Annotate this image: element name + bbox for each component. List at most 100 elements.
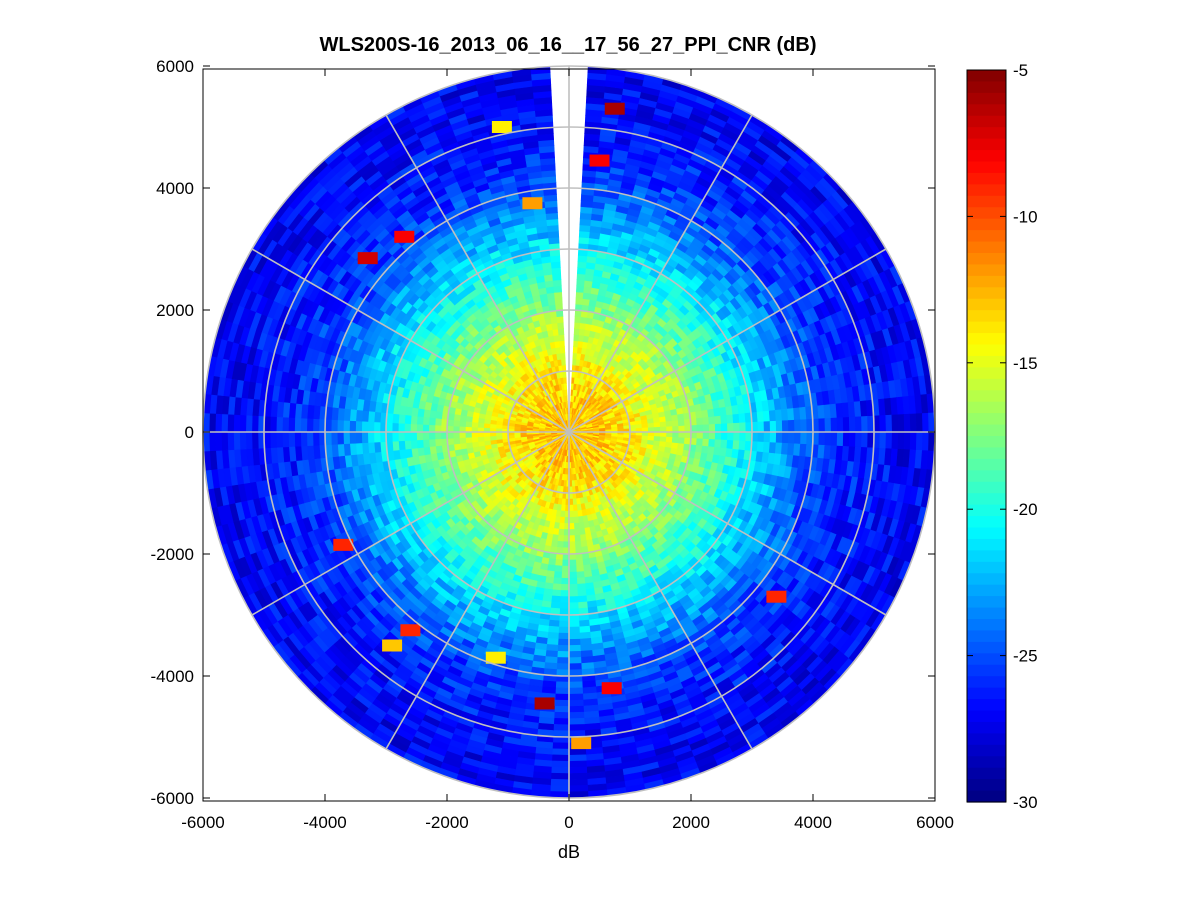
cnr-cell [738, 440, 746, 451]
cnr-cell [568, 583, 578, 591]
cnr-cell [818, 418, 826, 433]
cnr-cell [575, 565, 584, 573]
cnr-cell [568, 724, 585, 732]
cnr-cell [568, 687, 584, 695]
cnr-cell [842, 431, 850, 448]
cnr-cell [568, 644, 581, 652]
cnr-cell [568, 760, 587, 768]
cnr-cell [572, 504, 578, 512]
cnr-cell [568, 699, 584, 707]
cnr-cell [573, 328, 581, 336]
cnr-cell [551, 754, 570, 762]
cnr-cell [559, 602, 570, 610]
cnr-cell [568, 657, 582, 665]
cnr-cell [726, 439, 734, 450]
cnr-cell [714, 431, 722, 441]
cnr-cell [554, 565, 563, 573]
cnr-cell [677, 437, 686, 445]
cnr-cell [558, 620, 570, 628]
cnr-cell [551, 748, 570, 756]
cnr-cell [641, 423, 649, 429]
cnr-cell [768, 409, 777, 422]
cnr-cell [573, 516, 579, 524]
cnr-cell [554, 687, 570, 695]
cnr-cell [568, 541, 576, 549]
cnr-cell [696, 438, 704, 447]
cnr-cell [848, 416, 857, 433]
cnr-cell [548, 619, 560, 628]
cnr-cell [714, 439, 722, 449]
cnr-cell [708, 416, 716, 425]
cnr-cell [836, 431, 844, 447]
cnr-cell [732, 413, 740, 424]
cnr-cell [739, 431, 747, 442]
cnr-cell [576, 279, 586, 287]
cnr-cell [562, 547, 570, 555]
cnr-cell [550, 601, 561, 609]
cnr-cell [635, 424, 643, 429]
plot-area: -6000 -4000 -2000 0 2000 4000 6000 -6000-4000-… [151, 57, 954, 862]
cnr-cell [578, 528, 586, 536]
cnr-cell [915, 431, 924, 451]
cnr-cell [879, 415, 887, 433]
cnr-cell [557, 528, 565, 536]
cnr-cell [897, 431, 905, 450]
cnr-cell [787, 419, 796, 433]
cnr-cell [733, 422, 741, 433]
cnr-cell [903, 413, 911, 433]
cnr-cell [775, 420, 783, 433]
cnr-cell [891, 414, 899, 433]
cnr-cell [557, 632, 570, 640]
cnr-cell [552, 583, 562, 591]
cnr-cell [684, 431, 692, 439]
cnr-cell [568, 766, 588, 774]
cnr-cell [554, 693, 570, 701]
cnr-cell [684, 425, 692, 433]
cnr-cell [574, 534, 581, 542]
cnr-cell [576, 273, 586, 281]
cnr-cell [720, 423, 728, 433]
cnr-cell [561, 565, 570, 573]
cnr-cell [672, 425, 680, 433]
cnr-cell [580, 540, 588, 548]
cnr-cell [720, 415, 728, 425]
cnr-cell [574, 315, 582, 324]
cnr-cell [726, 414, 734, 425]
cnr-cell [568, 529, 575, 537]
cnr-cell [854, 416, 863, 433]
cnr-cell [568, 772, 588, 781]
cnr-cell [671, 437, 679, 444]
cnr-cell [568, 577, 578, 585]
cnr-cell [756, 441, 765, 453]
cnr-cell [677, 419, 686, 427]
cnr-cell [568, 602, 579, 610]
cnr-cell [574, 540, 582, 549]
cnr-cell [885, 431, 893, 450]
cnr-cell [909, 413, 918, 433]
cnr-cell [702, 424, 710, 433]
cnr-cell [562, 541, 570, 549]
cnr-cell [556, 657, 570, 665]
cnr-cell [861, 416, 869, 433]
cnr-cell [909, 431, 918, 451]
cnr-cell [696, 417, 704, 426]
cnr-cell [922, 431, 930, 452]
cnr-cell [727, 431, 735, 441]
cnr-cell [568, 547, 576, 555]
cnr-cell [708, 424, 716, 433]
cnr-cell [568, 559, 577, 567]
cnr-cell [568, 632, 581, 640]
cnr-cell [671, 420, 679, 427]
cnr-cell [659, 421, 667, 428]
cnr-cell [550, 778, 570, 787]
cnr-cell [568, 663, 582, 671]
cnr-cell [577, 261, 588, 269]
cnr-cell [671, 414, 679, 422]
cnr-cell [578, 236, 590, 245]
cnr-cell [762, 441, 771, 454]
cnr-cell [818, 431, 826, 446]
cnr-cell [568, 711, 585, 720]
cnr-cell [547, 625, 560, 634]
cnr-cell [708, 431, 716, 440]
cnr-cell [556, 540, 564, 549]
